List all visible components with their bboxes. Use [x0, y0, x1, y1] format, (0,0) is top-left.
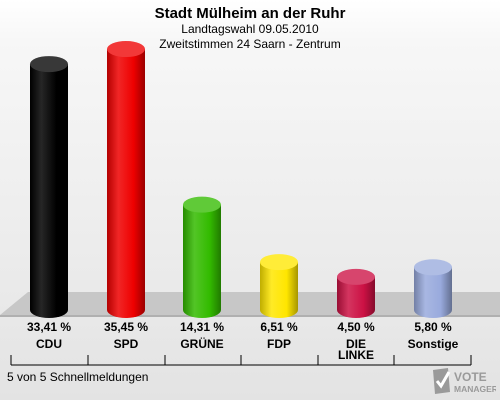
- category-label-2: GRÜNE: [180, 336, 223, 351]
- report-status: 5 von 5 Schnellmeldungen: [7, 370, 149, 384]
- category-label-1: SPD: [114, 337, 139, 351]
- bar-body-3: [260, 262, 298, 318]
- ballot-check-icon: [433, 368, 451, 394]
- value-label-2: 14,31 %: [180, 320, 224, 334]
- chart-subtitle-district: Zweitstimmen 24 Saarn - Zentrum: [159, 37, 341, 51]
- chart-bars: [30, 41, 452, 318]
- bar-4: [337, 268, 375, 318]
- bar-top-1: [107, 41, 145, 58]
- value-label-1: 35,45 %: [104, 320, 148, 334]
- category-axis: [10, 355, 472, 366]
- value-label-5: 5,80 %: [414, 320, 452, 334]
- category-label-4-0: DIE: [346, 337, 366, 351]
- floor-edge: [0, 315, 500, 317]
- bar-body-0: [30, 64, 68, 318]
- bar-top-5: [414, 259, 452, 276]
- chart-header: Stadt Mülheim an der Ruhr Landtagswahl 0…: [0, 0, 500, 52]
- chart-subtitle-date: Landtagswahl 09.05.2010: [181, 22, 319, 36]
- value-label-4: 4,50 %: [337, 320, 375, 334]
- bar-3: [260, 254, 298, 318]
- value-label-3: 6,51 %: [260, 320, 298, 334]
- category-label-3: FDP: [267, 337, 291, 351]
- bar-1: [107, 41, 145, 318]
- chart-labels: 33,41 % CDU 35,45 % SPD 14,31 % GRÜNE 6,51 % FD…: [27, 320, 459, 362]
- vote-manager-logo: VOTE MANAGER: [433, 368, 496, 394]
- category-label-4-1: LINKE: [338, 348, 374, 362]
- bar-top-4: [337, 268, 375, 285]
- bar-top-3: [260, 254, 298, 271]
- bar-0: [30, 56, 68, 318]
- bar-top-2: [183, 196, 221, 213]
- bar-body-2: [183, 204, 221, 318]
- logo-line1: VOTE: [454, 370, 487, 384]
- bar-5: [414, 259, 452, 318]
- bar-top-0: [30, 56, 68, 73]
- category-label-0: CDU: [36, 337, 62, 351]
- bar-body-4: [337, 276, 375, 318]
- bar-body-1: [107, 49, 145, 318]
- chart-title: Stadt Mülheim an der Ruhr: [154, 5, 346, 22]
- bar-2: [183, 196, 221, 318]
- logo-line2: MANAGER: [454, 384, 496, 394]
- value-label-0: 33,41 %: [27, 320, 71, 334]
- bar-body-5: [414, 267, 452, 318]
- category-label-5: Sonstige: [408, 337, 459, 351]
